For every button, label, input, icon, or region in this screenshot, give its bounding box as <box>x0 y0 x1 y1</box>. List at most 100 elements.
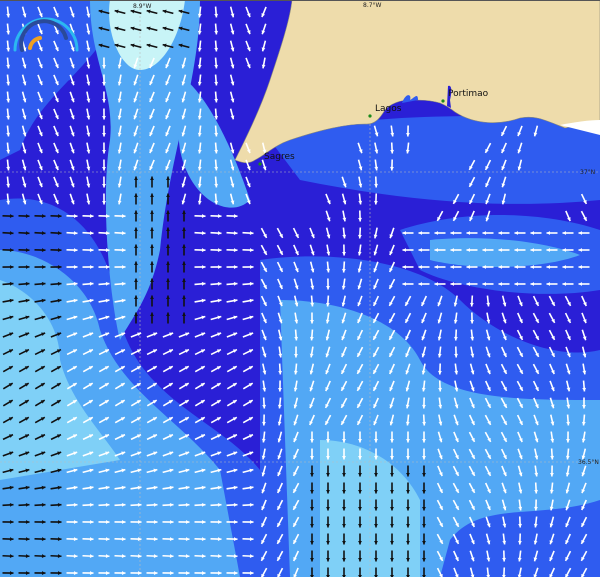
arrow-head <box>325 353 330 358</box>
arrow-head <box>471 488 475 493</box>
arrow-head <box>517 574 522 577</box>
arrow-head <box>153 537 158 541</box>
arrow-head <box>178 9 183 14</box>
arrow-head <box>422 404 426 409</box>
arrow-head <box>168 434 173 438</box>
arrow-head <box>249 451 254 456</box>
arrow-head <box>217 554 222 559</box>
arrow-head <box>470 336 475 341</box>
arrow-head <box>25 554 30 559</box>
arrow-head <box>121 502 126 507</box>
arrow-head <box>249 315 254 320</box>
arrow-head <box>466 265 471 269</box>
arrow-head <box>165 132 170 137</box>
arrow-head <box>57 214 62 218</box>
arrow-head <box>294 353 298 358</box>
arrow-head <box>487 488 491 493</box>
arrow-head <box>114 26 119 31</box>
arrow-head <box>454 353 458 358</box>
arrow-head <box>374 523 378 528</box>
arrow-head <box>530 248 535 252</box>
arrow-head <box>566 438 570 443</box>
arrow-head <box>89 248 94 252</box>
arrow-head <box>136 400 141 404</box>
arrow-head <box>232 349 237 353</box>
arrow-head <box>25 571 30 575</box>
arrow-head <box>41 214 46 218</box>
arrow-head <box>214 166 219 171</box>
arrow-head <box>502 523 507 528</box>
arrow-head <box>422 472 426 477</box>
place-sagres[interactable]: Sagres <box>258 152 295 166</box>
arrow-head <box>233 214 238 218</box>
arrow-head <box>153 485 158 490</box>
arrow-head <box>89 537 94 541</box>
arrow-head <box>217 231 222 236</box>
arrow-head <box>535 352 539 357</box>
arrow-head <box>438 370 442 375</box>
arrow-head <box>40 434 45 438</box>
arrow-head <box>55 115 59 120</box>
arrow-head <box>25 281 30 286</box>
arrow-head <box>72 400 77 404</box>
arrow-head <box>309 353 314 358</box>
arrow-head <box>249 520 254 524</box>
arrow-head <box>530 282 535 286</box>
arrow-head <box>326 251 331 256</box>
arrow-head <box>342 472 346 477</box>
arrow-head <box>185 554 190 559</box>
arrow-head <box>70 132 75 137</box>
arrow-head <box>261 455 266 460</box>
arrow-head <box>133 166 138 171</box>
arrow-head <box>136 383 141 387</box>
place-lagos[interactable]: Lagos <box>368 104 402 118</box>
arrow-head <box>201 315 206 320</box>
arrow-head <box>105 485 110 490</box>
arrow-head <box>165 149 170 154</box>
arrow-head <box>86 30 91 35</box>
arrow-head <box>502 319 507 324</box>
arrow-head <box>6 115 11 120</box>
arrow-head <box>533 574 538 577</box>
arrow-head <box>278 319 283 324</box>
arrow-head <box>498 265 503 269</box>
arrow-head <box>581 522 585 527</box>
arrow-head <box>342 183 347 188</box>
arrow-head <box>146 9 151 14</box>
arrow-head <box>422 523 426 528</box>
arrow-head <box>55 98 59 103</box>
arrow-head <box>293 488 297 493</box>
arrow-head <box>310 557 314 562</box>
arrow-head <box>217 298 222 303</box>
arrow-head <box>56 434 61 438</box>
arrow-head <box>230 47 235 52</box>
arrow-head <box>390 472 394 477</box>
arrow-head <box>102 200 106 205</box>
arrow-head <box>550 455 555 460</box>
arrow-head <box>469 302 474 307</box>
arrow-head <box>261 539 265 544</box>
arrow-head <box>373 301 377 306</box>
arrow-head <box>406 438 410 443</box>
arrow-head <box>549 573 553 577</box>
arrow-head <box>201 468 206 473</box>
arrow-head <box>169 571 174 575</box>
arrow-head <box>233 485 238 490</box>
arrow-head <box>325 387 329 392</box>
arrow-head <box>503 420 507 425</box>
arrow-head <box>550 421 555 426</box>
arrow-head <box>326 574 330 577</box>
arrow-head <box>405 370 410 375</box>
arrow-head <box>165 64 170 69</box>
arrow-head <box>533 523 538 528</box>
arrow-head <box>233 281 238 286</box>
arrow-head <box>152 434 157 438</box>
arrow-head <box>249 485 254 490</box>
arrow-head <box>165 166 170 171</box>
place-portimao[interactable]: Portimao <box>441 89 489 103</box>
arrow-head <box>581 455 586 460</box>
arrow-head <box>373 251 378 256</box>
arrow-head <box>279 267 283 272</box>
